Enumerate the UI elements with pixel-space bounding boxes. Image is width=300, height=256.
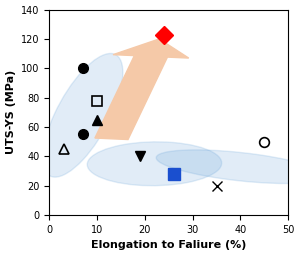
FancyArrow shape: [95, 39, 189, 140]
Ellipse shape: [43, 54, 123, 177]
Y-axis label: UTS-YS (MPa): UTS-YS (MPa): [6, 70, 16, 154]
Ellipse shape: [156, 150, 300, 184]
Ellipse shape: [87, 142, 222, 186]
X-axis label: Elongation to Faliure (%): Elongation to Faliure (%): [91, 240, 247, 250]
